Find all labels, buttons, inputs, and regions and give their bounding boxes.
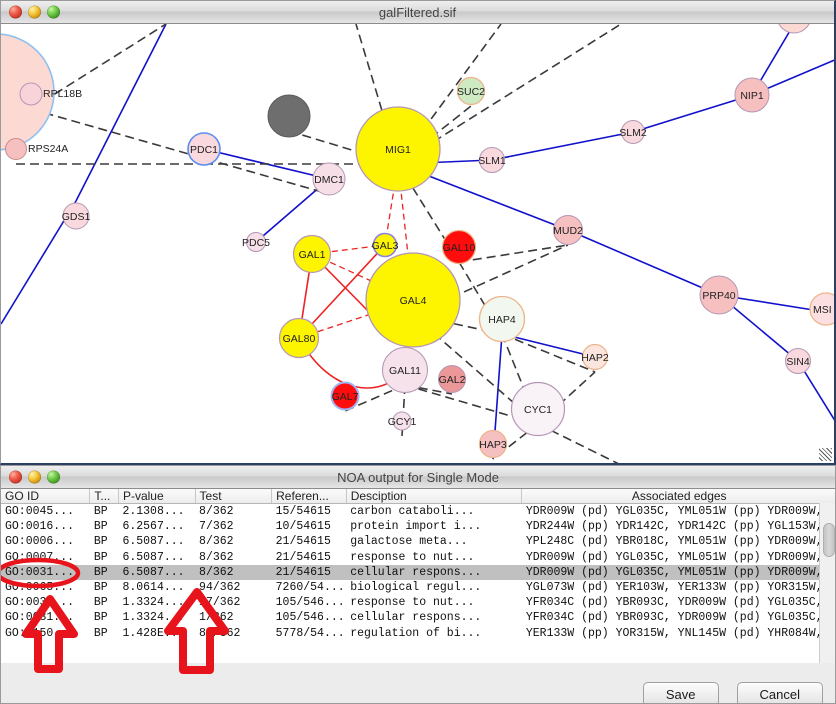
svg-text:DMC1: DMC1 (314, 174, 344, 186)
svg-text:GAL3: GAL3 (372, 240, 399, 252)
svg-text:MSI: MSI (813, 304, 832, 316)
svg-text:PRP40: PRP40 (702, 290, 735, 302)
svg-text:MUD2: MUD2 (553, 225, 583, 237)
svg-text:NIP1: NIP1 (740, 90, 764, 102)
svg-text:PDC1: PDC1 (190, 144, 218, 156)
svg-text:HAP2: HAP2 (581, 352, 609, 364)
svg-text:GAL11: GAL11 (389, 365, 421, 377)
svg-text:GAL80: GAL80 (283, 333, 316, 345)
svg-text:RPS24A: RPS24A (28, 143, 68, 155)
svg-text:GCY1: GCY1 (388, 416, 417, 428)
svg-text:HAP4: HAP4 (488, 314, 516, 326)
svg-text:GAL4: GAL4 (400, 295, 427, 307)
svg-text:MIG1: MIG1 (385, 144, 411, 156)
svg-text:SLM1: SLM1 (478, 155, 506, 167)
svg-text:RPL18B: RPL18B (43, 88, 82, 100)
svg-text:PDC5: PDC5 (242, 237, 270, 249)
svg-text:GDS1: GDS1 (62, 211, 91, 223)
svg-text:GAL10: GAL10 (443, 242, 476, 254)
svg-text:GAL1: GAL1 (299, 249, 326, 261)
svg-text:GAL2: GAL2 (439, 374, 466, 386)
svg-text:SIN4: SIN4 (786, 356, 810, 368)
svg-text:SUC2: SUC2 (457, 86, 485, 98)
svg-text:GAL7: GAL7 (332, 391, 359, 403)
svg-text:SLM2: SLM2 (619, 127, 647, 139)
svg-text:HAP3: HAP3 (479, 439, 507, 451)
svg-text:CYC1: CYC1 (524, 404, 552, 416)
